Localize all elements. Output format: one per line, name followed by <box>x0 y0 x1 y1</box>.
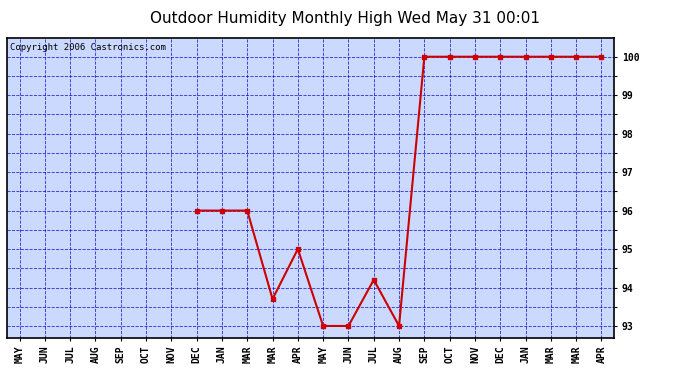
Text: Outdoor Humidity Monthly High Wed May 31 00:01: Outdoor Humidity Monthly High Wed May 31… <box>150 11 540 26</box>
Text: Copyright 2006 Castronics.com: Copyright 2006 Castronics.com <box>10 44 166 52</box>
